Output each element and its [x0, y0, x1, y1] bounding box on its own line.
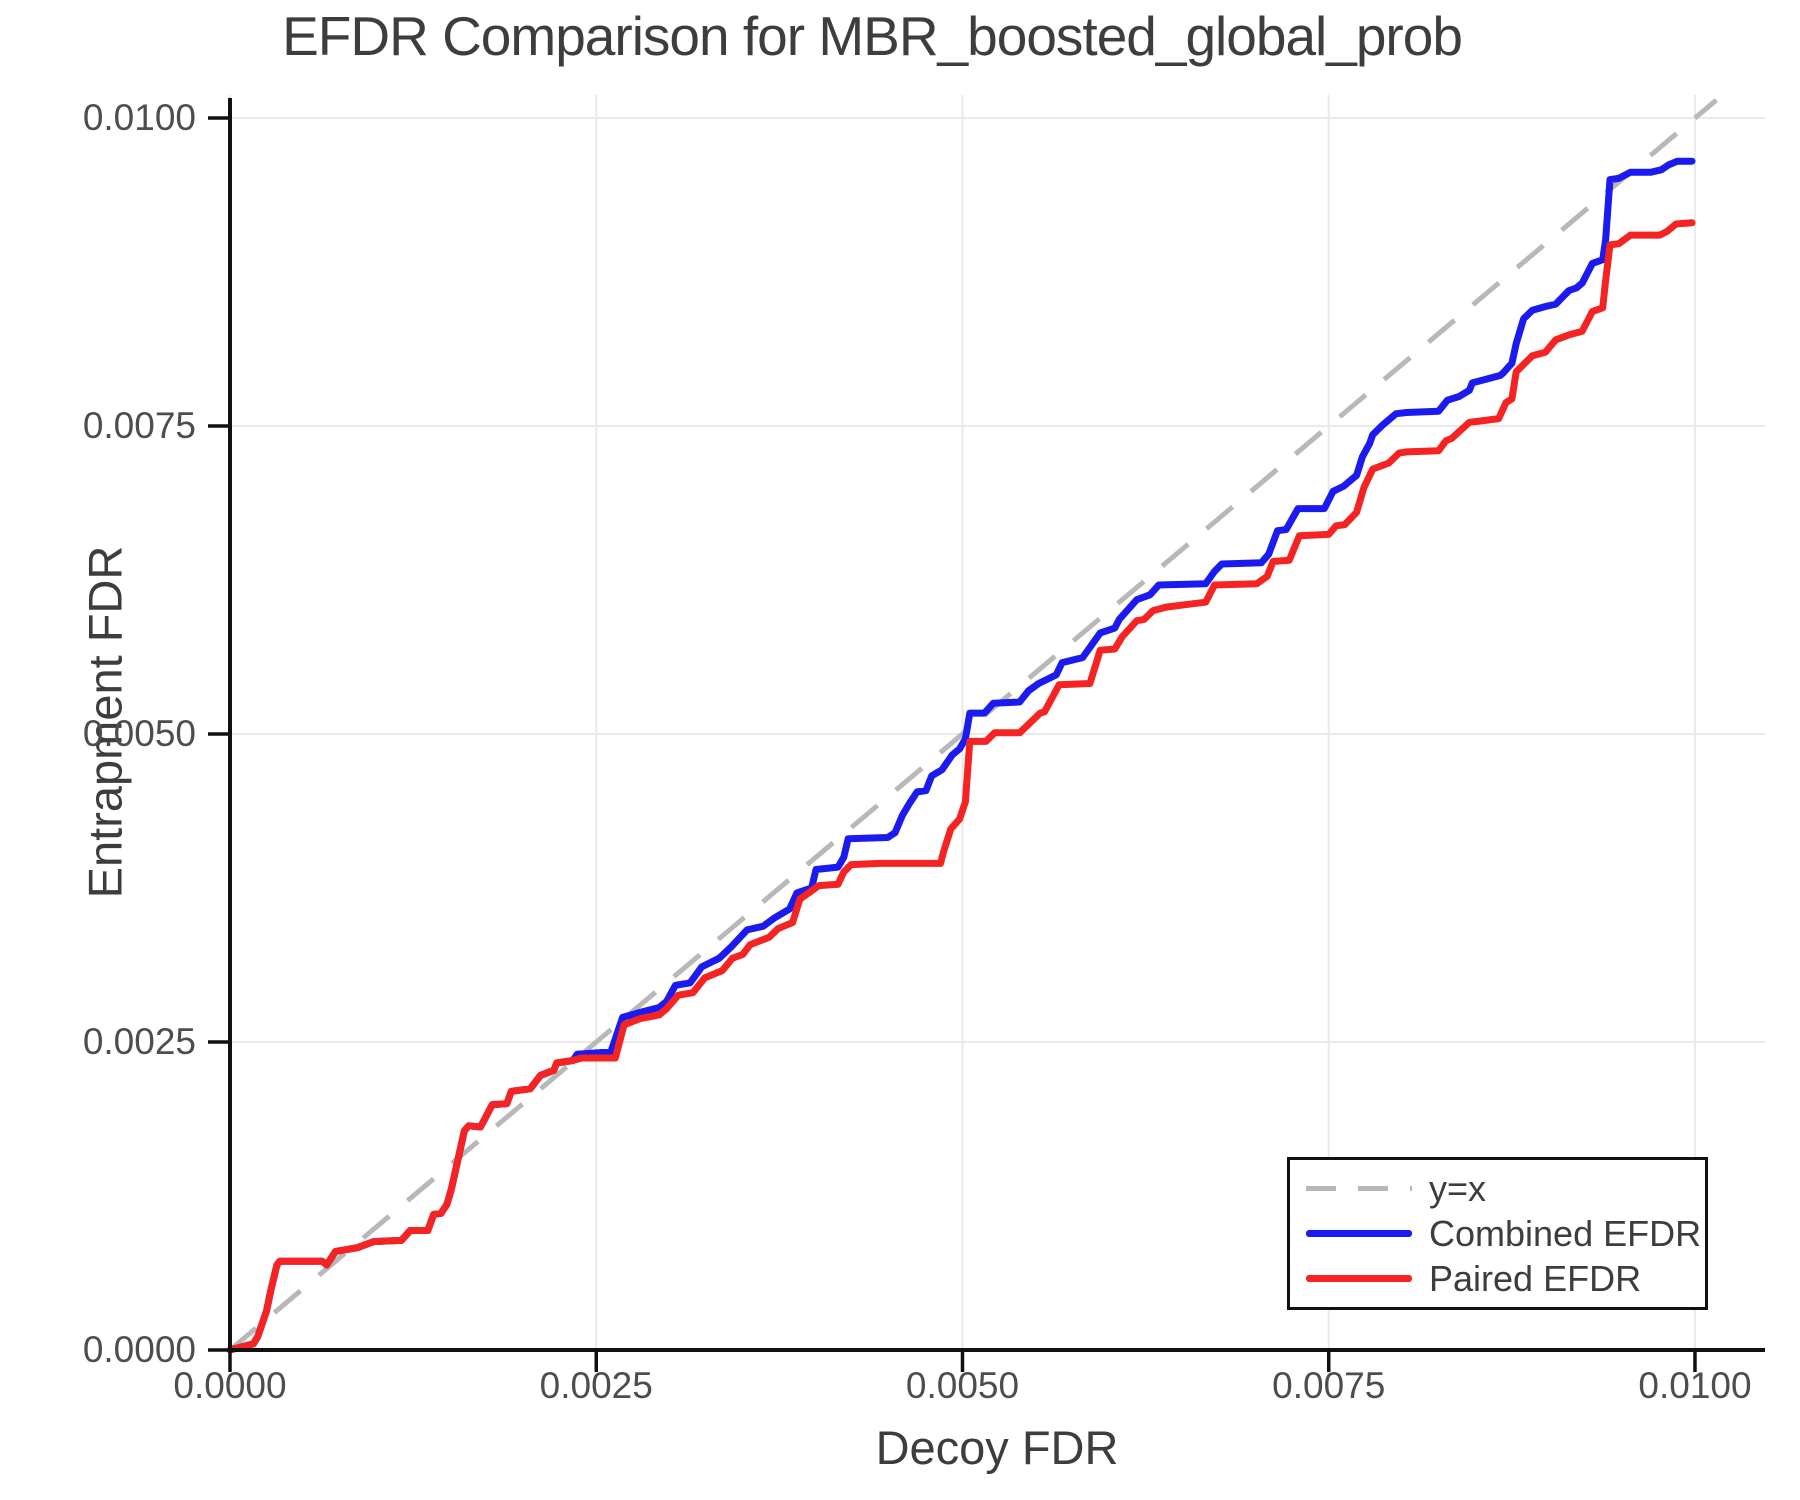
legend-label-reference: y=x	[1429, 1167, 1487, 1209]
reference-line-yx	[228, 98, 1718, 1352]
legend-combined-line-swatch	[1306, 1230, 1412, 1237]
paired-efdr-line	[226, 219, 1696, 1354]
legend-item-reference: y=x	[1306, 1167, 1705, 1209]
legend-label-paired: Paired EFDR	[1429, 1257, 1642, 1299]
x-tick-label: 0.0000	[173, 1365, 287, 1406]
legend-item-paired: Paired EFDR	[1306, 1257, 1705, 1299]
y-tick-label: 0.0000	[82, 1329, 196, 1370]
y-tick-label: 0.0075	[82, 405, 196, 447]
chart-title: EFDR Comparison for MBR_boosted_global_p…	[282, 5, 1463, 67]
x-tick-label: 0.0025	[539, 1365, 653, 1406]
x-tick-label: 0.0100	[1638, 1365, 1752, 1406]
x-tick-label: 0.0075	[1272, 1365, 1386, 1406]
legend-paired-line-swatch	[1306, 1275, 1412, 1282]
y-tick-label: 0.0100	[82, 97, 196, 139]
y-tick-label: 0.0025	[82, 1021, 196, 1062]
x-tick-label: 0.0050	[905, 1365, 1020, 1406]
x-axis-label: Decoy FDR	[875, 1421, 1119, 1474]
legend: y=x Combined EFDR Paired EFDR	[1287, 1157, 1708, 1310]
y-tick-label: 0.0050	[82, 713, 196, 755]
legend-label-combined: Combined EFDR	[1429, 1212, 1702, 1254]
legend-item-combined: Combined EFDR	[1306, 1212, 1705, 1254]
legend-dashed-line-swatch	[1306, 1186, 1412, 1191]
